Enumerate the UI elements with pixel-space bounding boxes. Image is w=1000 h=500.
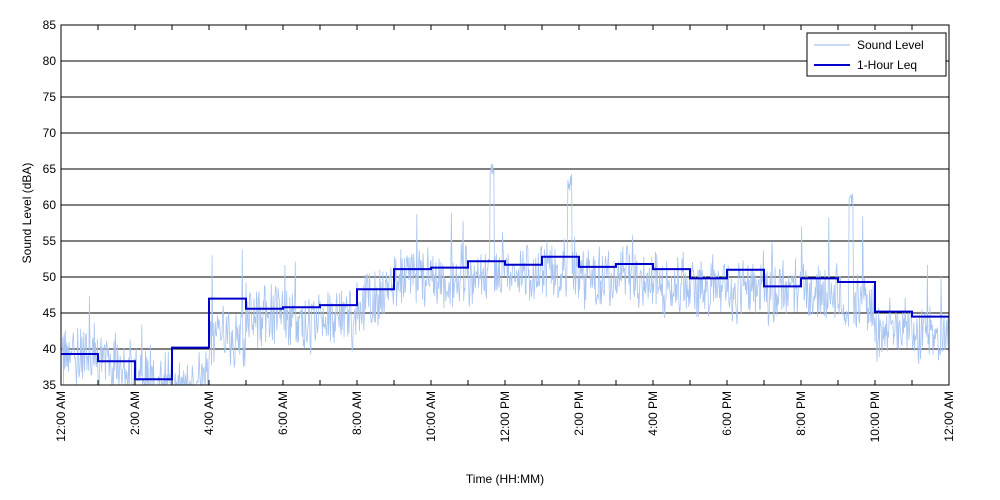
x-tick-label: 8:00 AM: [350, 391, 364, 435]
x-tick-label: 12:00 AM: [942, 391, 956, 442]
y-tick-label: 45: [43, 306, 57, 320]
y-tick-label: 80: [43, 54, 57, 68]
gridlines: [61, 24, 949, 386]
x-tick-label: 10:00 AM: [424, 391, 438, 442]
y-tick-label: 60: [43, 198, 57, 212]
y-tick-label: 65: [43, 162, 57, 176]
x-tick-label: 6:00 PM: [720, 391, 734, 436]
y-axis-ticks: 35 40 45 50 55 60 65 70 75 80 85: [43, 18, 57, 392]
x-tick-label: 10:00 PM: [868, 391, 882, 442]
x-tick-label: 8:00 PM: [794, 391, 808, 436]
leq-series: [61, 255, 949, 381]
x-tick-label: 4:00 AM: [202, 391, 216, 435]
x-axis-ticks: 12:00 AM 2:00 AM 4:00 AM 6:00 AM 8:00 AM 10:0…: [54, 25, 956, 442]
y-tick-label: 75: [43, 90, 57, 104]
sound-level-line: [60, 163, 950, 386]
x-tick-label: 4:00 PM: [646, 391, 660, 436]
legend: Sound Level 1-Hour Leq: [806, 32, 947, 77]
y-tick-label: 85: [43, 18, 57, 32]
y-tick-label: 70: [43, 126, 57, 140]
legend-label-sound-level: Sound Level: [857, 38, 924, 52]
legend-box: [806, 32, 947, 77]
x-tick-label: 2:00 AM: [128, 391, 142, 435]
sound-level-series: [60, 163, 950, 386]
y-tick-label: 40: [43, 342, 57, 356]
x-tick-label: 6:00 AM: [276, 391, 290, 435]
y-axis-label: Sound Level (dBA): [20, 163, 34, 264]
y-tick-label: 35: [43, 378, 57, 392]
x-axis-label: Time (HH:MM): [466, 472, 544, 486]
y-tick-label: 55: [43, 234, 57, 248]
leq-step-line: [61, 255, 949, 381]
y-tick-label: 50: [43, 270, 57, 284]
x-tick-label: 12:00 AM: [54, 391, 68, 442]
x-tick-label: 2:00 PM: [572, 391, 586, 436]
legend-label-leq: 1-Hour Leq: [857, 58, 917, 72]
x-tick-label: 12:00 PM: [498, 391, 512, 442]
